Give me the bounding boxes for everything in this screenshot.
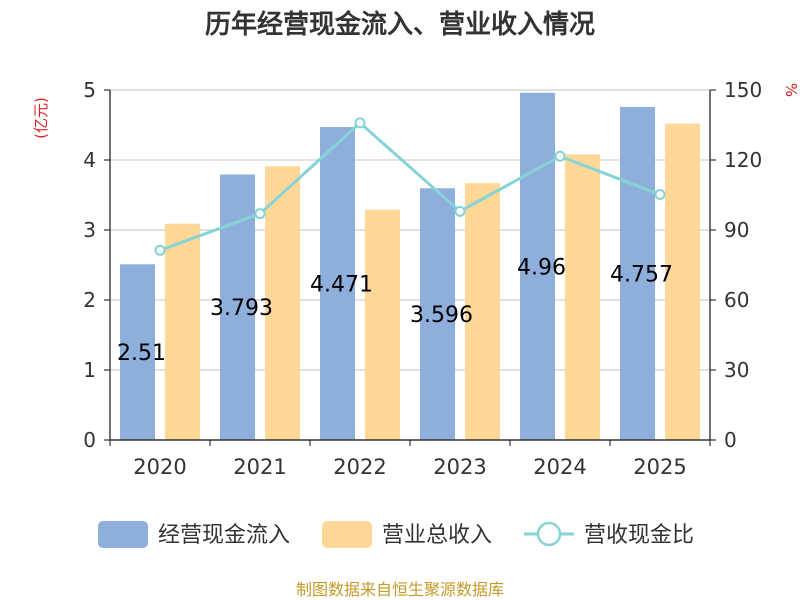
legend-ratio-swatch-marker [536,521,562,547]
gridlines [110,89,710,371]
revenue-bar [565,154,600,440]
axes: 0 1 2 3 4 5 0 30 60 90 120 150 2020 2021 2022 2023 2024 2… [83,78,762,479]
ratio-point [154,244,166,256]
chart-title: 历年经营现金流入、营业收入情况 [205,9,595,40]
legend: 经营现金流入 营业总收入 营收现金比 [98,521,694,548]
legend-revenue-swatch [322,521,372,548]
left-tick-label: 0 [83,428,96,452]
left-tick-label: 4 [83,148,96,172]
cash-inflow-data-label: 4.471 [310,273,373,298]
x-tick-label: 2024 [533,455,586,479]
ratio-point [654,189,666,201]
cash-inflow-bar [520,92,555,441]
x-tick-label: 2022 [333,455,386,479]
ratio-point [454,205,466,217]
legend-cash-inflow-swatch [98,521,148,548]
right-tick-label: 150 [724,78,762,102]
ratio-point [554,150,566,162]
revenue-bar [465,183,500,440]
revenue-bar [665,123,700,440]
left-tick-label: 5 [83,78,96,102]
revenue-bar [265,166,300,441]
left-tick-label: 2 [83,288,96,312]
cash-inflow-bar [120,264,155,440]
cash-inflow-data-label: 3.793 [210,296,273,321]
cash-inflow-data-label: 2.51 [117,341,166,366]
ratio-line-path [159,120,661,252]
x-tick-label: 2025 [633,455,686,479]
x-tick-label: 2021 [233,455,286,479]
bars [120,92,700,441]
cash-inflow-bar [420,188,455,440]
ratio-line [154,117,666,256]
left-tick-label: 1 [83,358,96,382]
legend-ratio-label: 营收现金比 [584,523,694,548]
right-tick-label: 60 [724,288,749,312]
legend-revenue-label: 营业总收入 [382,523,492,548]
revenue-bar [165,223,200,440]
cash-inflow-data-label: 4.757 [610,263,673,288]
right-axis-unit: % [782,83,800,97]
cash-inflow-bar [320,127,355,440]
legend-cash-inflow-label: 经营现金流入 [158,523,290,548]
source-note: 制图数据来自恒生聚源数据库 [296,580,504,599]
cash-inflow-bar [620,107,655,440]
x-tick-label: 2023 [433,455,486,479]
revenue-bar [365,209,400,440]
ratio-point [354,117,366,129]
left-tick-label: 3 [83,218,96,242]
x-tick-label: 2020 [133,455,186,479]
cash-inflow-data-label: 4.96 [517,255,566,280]
right-tick-label: 120 [724,148,762,172]
right-tick-label: 30 [724,358,749,382]
left-axis-unit: (亿元) [32,97,50,139]
cash-inflow-data-label: 3.596 [410,303,473,328]
right-tick-label: 90 [724,218,749,242]
right-tick-label: 0 [724,428,737,452]
ratio-point [254,208,266,220]
data-labels: 2.51 3.793 4.471 3.596 4.96 4.757 [117,255,673,366]
